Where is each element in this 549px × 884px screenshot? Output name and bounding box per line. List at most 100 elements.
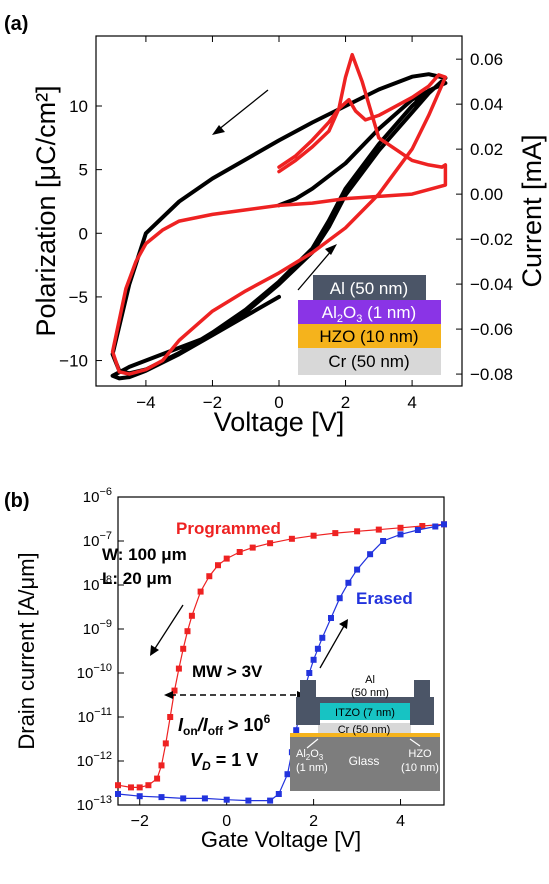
chart-b-y-tick-label: 10−7 [83, 530, 112, 550]
inset-al-top-right [414, 680, 430, 698]
programmed-data-point [158, 762, 165, 769]
erased-data-point [414, 527, 421, 533]
erased-data-point [328, 615, 334, 621]
erased-data-point [310, 656, 317, 663]
programmed-data-point [267, 540, 274, 547]
inset-itzo-label: ITZO (7 nm) [335, 707, 395, 719]
programmed-data-point [206, 573, 213, 580]
layer-al-label: Al (50 nm) [330, 279, 408, 298]
erased-data-point [354, 566, 361, 573]
programmed-data-point [197, 588, 204, 595]
programmed-data-point [419, 523, 426, 529]
panel-b-label: (b) [4, 490, 30, 512]
programmed-data-point [115, 782, 121, 789]
erased-data-point [201, 795, 208, 802]
layer-al [313, 275, 426, 300]
chart-a-x-tick-label: 0 [274, 393, 283, 412]
panel-a-label: (a) [4, 13, 28, 35]
chart-a-y-right-tick-label: −0.02 [470, 230, 513, 249]
programmed-data-point [332, 530, 339, 537]
drain-voltage-label: VD = 1 V [190, 750, 258, 773]
erased-data-point [367, 551, 374, 558]
programmed-data-point [136, 784, 143, 791]
inset-hzo-label: HZO [408, 748, 432, 760]
erased-data-point [267, 797, 274, 804]
chart-b-y-tick-label: 10−13 [77, 794, 112, 814]
chart-a-y-tick-label: 0 [79, 224, 88, 243]
erased-data-point [345, 579, 352, 586]
programmed-data-point [215, 562, 221, 569]
programmed-data-point [249, 544, 256, 551]
programmed-data-point [145, 782, 152, 789]
layer-cr [298, 348, 441, 375]
programmed-data-point [375, 526, 382, 533]
chart-a: −4 −2 0 2 4 −10 −5 0 5 10 0.06 0.04 0.02 0.00 −0.02 −0.… [31, 35, 547, 437]
programmed-data-point [397, 524, 404, 531]
erased-data-point [441, 521, 447, 528]
chart-a-y-right-tick-label: −0.08 [470, 365, 513, 384]
programmed-data-point [180, 645, 187, 652]
layer-hzo-label: HZO (10 nm) [319, 327, 418, 346]
programmed-curve-line [117, 523, 445, 789]
chart-b-y-axis-label: Drain current [A/μm] [14, 552, 39, 749]
chart-a-y-tick-label: −5 [69, 288, 88, 307]
programmed-data-point [171, 687, 178, 694]
chart-a-x-tick-label: −2 [203, 393, 222, 412]
layer-al2o3-label: Al2O3 (1 nm) [322, 303, 416, 325]
chart-a-y-right-tick-label: 0.02 [470, 140, 503, 159]
programmed-data-point [154, 775, 161, 782]
erased-data-point [293, 727, 300, 734]
erased-label: Erased [356, 589, 413, 608]
inset-cr [318, 723, 411, 735]
erased-data-point [180, 795, 187, 802]
chart-b-y-tick-label: 10−12 [77, 750, 112, 770]
chart-b-y-tick-label: 10−6 [83, 486, 112, 506]
chart-a-y-tick-label: 10 [69, 97, 88, 116]
erased-data-point [397, 531, 404, 538]
width-label: W: 100 μm [102, 545, 187, 564]
chart-a-y-right-tick-label: 0.00 [470, 185, 503, 204]
chart-a-x-tick-label: −4 [136, 393, 155, 412]
inset-itzo [305, 702, 425, 720]
sweep-arrow-up-line [297, 249, 333, 291]
sweep-arrow-up-head [325, 244, 337, 255]
chart-a-y-axis-label: Polarization [μC/cm²] [31, 85, 61, 336]
chart-b-x-tick-label: 0 [222, 813, 231, 830]
erased-data-point [432, 523, 439, 530]
chart-b-frame [117, 496, 445, 806]
current-loop-line [110, 52, 448, 376]
programmed-data-point [223, 555, 230, 562]
inset-cr-label: Cr (50 nm) [338, 724, 391, 736]
chart-b-x-tick-label: 4 [396, 813, 405, 830]
chart-a-x-tick-label: 2 [341, 393, 350, 412]
chart-b-y-tick-label: 10−11 [77, 706, 112, 726]
programmed-sweep-arrow [150, 604, 184, 656]
programmed-data-point [354, 528, 361, 535]
programmed-label: Programmed [176, 519, 281, 538]
chart-b-x-tick-label: −2 [131, 813, 149, 830]
chart-b-x-tick-label: 2 [309, 813, 318, 830]
chart-a-y-right-axis-label: Current [mA] [517, 134, 547, 287]
programmed-data-point [288, 535, 295, 542]
device-cross-section-inset: Al (50 nm) ITZO (7 nm) Cr (50 nm) Al2O3 … [290, 674, 440, 791]
erased-data-point [136, 793, 143, 800]
erased-sweep-arrow [319, 619, 348, 669]
erased-data-point [319, 634, 326, 641]
inset-al-top-left [300, 680, 316, 698]
erased-data-point [284, 771, 291, 778]
erased-data-point [314, 645, 321, 652]
programmed-data-point [167, 714, 174, 720]
layer-stack-legend: Al (50 nm) Al2O3 (1 nm) HZO (10 nm) Cr (… [298, 275, 441, 375]
chart-a-y-tick-label: −10 [59, 352, 88, 371]
chart-b-y-tick-label: 10−8 [83, 574, 112, 594]
programmed-data-point [188, 612, 195, 619]
erased-data-point [158, 794, 165, 801]
chart-b-y-tick-label: 10−10 [77, 662, 112, 682]
programmed-data-point [184, 628, 191, 635]
chart-a-y-tick-label: 5 [79, 161, 88, 180]
sweep-arrow-down-line [217, 89, 269, 131]
chart-a-y-right-tick-label: −0.04 [470, 275, 513, 294]
inset-glass-label: Glass [349, 754, 380, 768]
inset-al2o3-thickness: (1 nm) [296, 762, 328, 774]
chart-a-x-tick-label: 4 [407, 393, 416, 412]
